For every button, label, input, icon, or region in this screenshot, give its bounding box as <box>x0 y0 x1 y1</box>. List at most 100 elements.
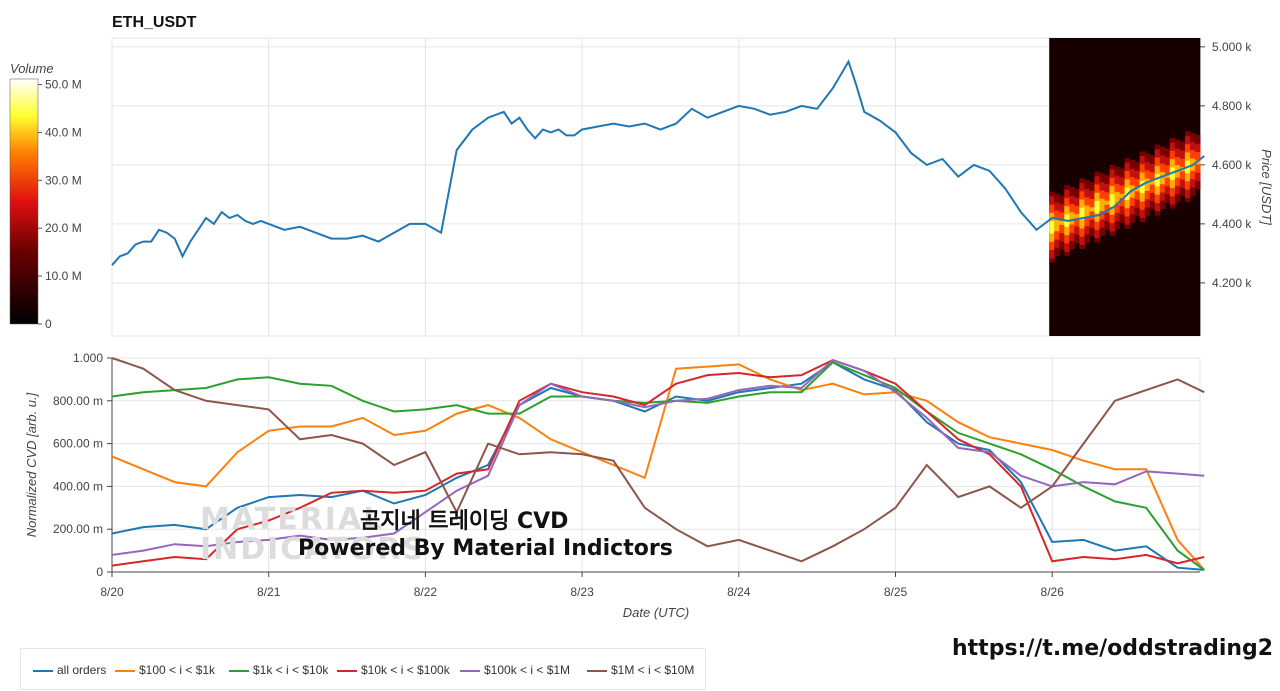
heatmap-cell <box>1194 155 1201 161</box>
legend-item[interactable]: $100 < i < $1k <box>115 663 215 677</box>
heatmap-cell <box>1169 183 1176 189</box>
heatmap-cell <box>1059 195 1065 201</box>
heatmap-cell <box>1114 195 1121 201</box>
heatmap-cell <box>1174 156 1181 162</box>
heatmap-cell <box>1109 185 1116 191</box>
cvd-series-line-2 <box>111 361 1205 571</box>
cvd-y-tick-label: 200.00 m <box>53 522 103 536</box>
heatmap-cell <box>1064 185 1070 190</box>
heatmap-cell <box>1064 226 1070 231</box>
heatmap-cell <box>1144 194 1151 200</box>
heatmap-cell <box>1104 200 1111 205</box>
heatmap-cell <box>1174 197 1181 203</box>
heatmap-cell <box>1114 208 1121 213</box>
overlay-subtitle: Powered By Material Indictors <box>298 536 673 561</box>
heatmap-cell <box>1069 191 1075 196</box>
heatmap-cell <box>1119 218 1126 223</box>
heatmap-cell <box>1054 247 1060 252</box>
legend-item[interactable]: $10k < i < $100k <box>337 663 450 677</box>
heatmap-cell <box>1164 156 1171 162</box>
heatmap-cell <box>1184 151 1191 157</box>
heatmap-cell <box>1079 244 1085 250</box>
heatmap-cell <box>1119 185 1126 190</box>
heatmap-cell <box>1064 246 1070 252</box>
heatmap-cell <box>1099 177 1105 183</box>
price-plot-area <box>111 37 1201 337</box>
cvd-x-tick-label: 8/22 <box>414 585 438 599</box>
heatmap-cell <box>1049 228 1055 234</box>
heatmap-cell <box>1089 219 1095 224</box>
heatmap-cell <box>1079 236 1085 241</box>
heatmap-cell <box>1054 218 1060 224</box>
heatmap-cell <box>1074 225 1080 231</box>
heatmap-cell <box>1189 191 1196 196</box>
heatmap-cell <box>1104 175 1111 180</box>
heatmap-cell <box>1109 226 1116 232</box>
heatmap-cell <box>1124 187 1131 192</box>
heatmap-cell <box>1054 222 1060 228</box>
heatmap-cell <box>1184 131 1191 136</box>
legend-item[interactable]: all orders <box>33 663 106 677</box>
heatmap-cell <box>1149 184 1156 189</box>
heatmap-cell <box>1149 171 1156 177</box>
heatmap-cell <box>1144 211 1151 216</box>
channel-url[interactable]: https://t.me/oddstrading2 <box>952 636 1274 661</box>
heatmap-cell <box>1064 193 1070 198</box>
legend-item[interactable]: $1k < i < $10k <box>229 663 328 677</box>
heatmap-cell <box>1129 184 1136 190</box>
legend-item[interactable]: $1M < i < $10M <box>587 663 694 677</box>
heatmap-cell <box>1149 167 1156 173</box>
heatmap-cell <box>1189 174 1196 180</box>
cvd-series-line-1 <box>111 363 1205 571</box>
heatmap-cell <box>1074 197 1080 202</box>
heatmap-cell <box>1154 161 1161 166</box>
heatmap-cell <box>1169 195 1176 201</box>
heatmap-cell <box>1049 253 1055 259</box>
heatmap-cell <box>1104 187 1111 193</box>
legend-swatch <box>33 669 53 672</box>
heatmap-cell <box>1154 210 1161 216</box>
legend-swatch <box>587 669 607 672</box>
heatmap-cell <box>1139 184 1146 190</box>
heatmap-cell <box>1114 166 1121 172</box>
heatmap-cell <box>1169 154 1176 160</box>
heatmap-cell <box>1154 148 1161 154</box>
heatmap-cell <box>1174 144 1181 149</box>
heatmap-cell <box>1164 193 1171 199</box>
heatmap-cell <box>1104 196 1111 201</box>
heatmap-cell <box>1124 170 1131 176</box>
heatmap-cell <box>1124 211 1131 217</box>
heatmap-cell <box>1194 151 1201 157</box>
heatmap-cell <box>1089 231 1095 237</box>
heatmap-cell <box>1174 139 1181 145</box>
heatmap-cell <box>1179 174 1186 180</box>
heatmap-cell <box>1104 179 1111 185</box>
heatmap-cell <box>1164 185 1171 191</box>
heatmap-cell <box>1059 216 1065 221</box>
heatmap-cell <box>1139 176 1146 181</box>
heatmap-cell <box>1059 207 1065 213</box>
heatmap-cell <box>1194 147 1201 153</box>
heatmap-cell <box>1094 188 1100 193</box>
colorbar-tick-label: 20.0 M <box>45 221 82 235</box>
heatmap-cell <box>1129 217 1136 223</box>
heatmap-cell <box>1134 178 1141 184</box>
heatmap-cell <box>1094 204 1100 210</box>
heatmap-cell <box>1169 138 1176 143</box>
heatmap-cell <box>1049 195 1055 201</box>
heatmap-cell <box>1149 180 1156 185</box>
heatmap-cell <box>1164 189 1171 195</box>
heatmap-cell <box>1189 133 1196 138</box>
heatmap-cell <box>1169 158 1176 164</box>
heatmap-cell <box>1084 188 1090 194</box>
legend-item[interactable]: $100k < i < $1M <box>460 663 570 677</box>
heatmap-cell <box>1139 155 1146 161</box>
heatmap-cell <box>1129 209 1136 215</box>
heatmap-cell <box>1144 186 1151 191</box>
heatmap-cell <box>1079 178 1085 183</box>
heatmap-cell <box>1069 219 1075 225</box>
heatmap-cell <box>1069 224 1075 229</box>
price-tick-label: 5.000 k <box>1212 40 1252 54</box>
heatmap-cell <box>1194 139 1201 144</box>
